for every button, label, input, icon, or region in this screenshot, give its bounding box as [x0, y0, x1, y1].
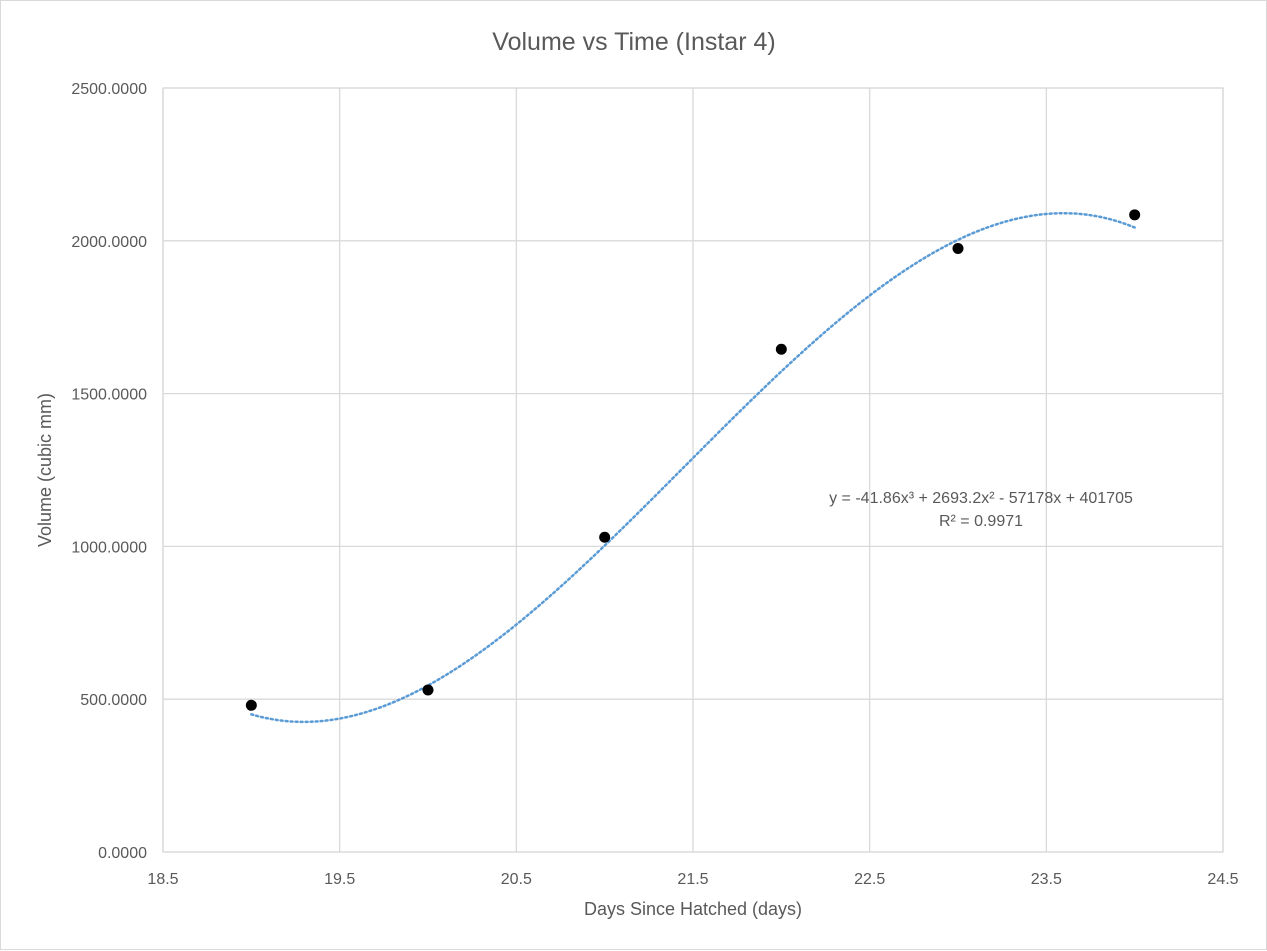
data-point — [775, 343, 787, 355]
x-tick-label: 24.5 — [1207, 871, 1238, 888]
polynomial-trendline — [250, 211, 1136, 724]
chart-title: Volume vs Time (Instar 4) — [492, 28, 775, 56]
data-point — [245, 699, 257, 711]
x-axis-title: Days Since Hatched (days) — [584, 899, 802, 919]
x-axis-ticks: 18.5 19.5 20.5 21.5 22.5 23.5 24.5 — [147, 871, 1238, 888]
trendline-r-squared: R² = 0.9971 — [939, 513, 1023, 530]
y-tick-label: 1500.0000 — [71, 387, 147, 404]
x-tick-label: 18.5 — [147, 871, 178, 888]
y-axis-ticks: 0.0000 500.0000 1000.0000 1500.0000 2000.000… — [71, 81, 147, 862]
y-axis-title: Volume (cubic mm) — [35, 393, 55, 547]
data-point — [952, 242, 964, 254]
data-point — [1129, 209, 1141, 221]
gridlines — [162, 87, 1224, 853]
data-points — [245, 209, 1141, 711]
y-tick-label: 1000.0000 — [71, 539, 147, 556]
x-tick-label: 21.5 — [677, 871, 708, 888]
x-tick-label: 23.5 — [1031, 871, 1062, 888]
x-tick-label: 19.5 — [324, 871, 355, 888]
x-tick-label: 22.5 — [854, 871, 885, 888]
data-point — [422, 684, 434, 696]
y-tick-label: 500.0000 — [80, 692, 147, 709]
data-point — [599, 531, 611, 543]
y-tick-label: 2000.0000 — [71, 234, 147, 251]
trendline-equation: y = -41.86x³ + 2693.2x² - 57178x + 40170… — [829, 490, 1133, 507]
plot-area — [162, 87, 1224, 853]
y-tick-label: 2500.0000 — [71, 81, 147, 98]
y-tick-label: 0.0000 — [98, 845, 147, 862]
x-tick-label: 20.5 — [501, 871, 532, 888]
